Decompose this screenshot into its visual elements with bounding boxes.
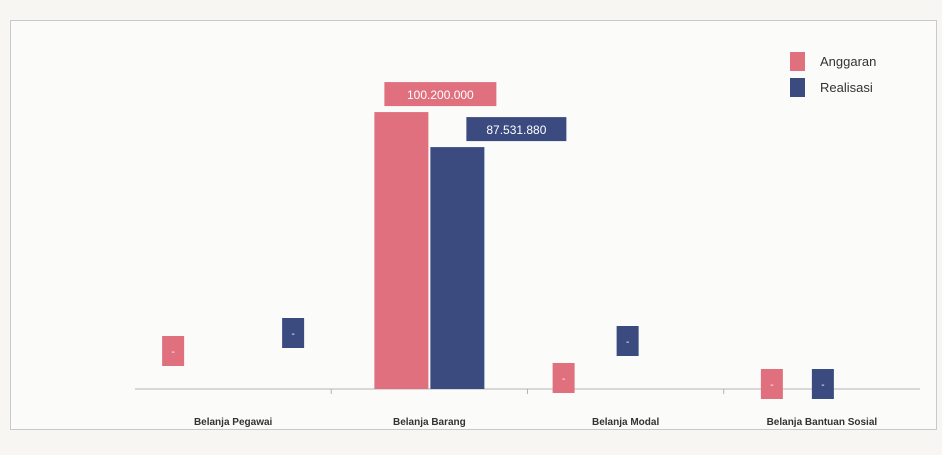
x-tick-label: Belanja Modal bbox=[592, 417, 659, 428]
data-label-box bbox=[466, 117, 567, 142]
data-label-box bbox=[616, 326, 639, 356]
data-label: - bbox=[821, 380, 824, 391]
legend: Anggaran Realisasi bbox=[790, 48, 876, 100]
data-label: - bbox=[770, 380, 773, 391]
data-label-box bbox=[162, 336, 185, 366]
data-label: - bbox=[626, 337, 629, 348]
legend-swatch-anggaran bbox=[790, 51, 805, 71]
x-tick-label: Belanja Barang bbox=[393, 417, 466, 428]
data-label: 100.200.000 bbox=[407, 88, 474, 102]
bar-realisasi bbox=[430, 147, 485, 389]
x-tick-label: Belanja Bantuan Sosial bbox=[767, 417, 878, 428]
x-tick-label: Belanja Pegawai bbox=[194, 417, 273, 428]
data-label-box bbox=[282, 318, 305, 348]
data-label-box bbox=[811, 369, 834, 399]
bar-anggaran bbox=[374, 112, 429, 390]
legend-item-anggaran: Anggaran bbox=[790, 48, 876, 74]
data-label-box bbox=[384, 82, 497, 107]
legend-item-realisasi: Realisasi bbox=[790, 74, 876, 100]
data-label: - bbox=[562, 374, 565, 385]
legend-label-realisasi: Realisasi bbox=[820, 79, 873, 95]
data-label-box bbox=[760, 369, 783, 399]
data-label: - bbox=[291, 329, 294, 340]
data-label: 87.531.880 bbox=[486, 123, 546, 137]
data-label-box bbox=[552, 363, 575, 393]
legend-label-anggaran: Anggaran bbox=[820, 53, 877, 69]
legend-swatch-realisasi bbox=[790, 77, 805, 97]
data-label: - bbox=[171, 347, 174, 358]
